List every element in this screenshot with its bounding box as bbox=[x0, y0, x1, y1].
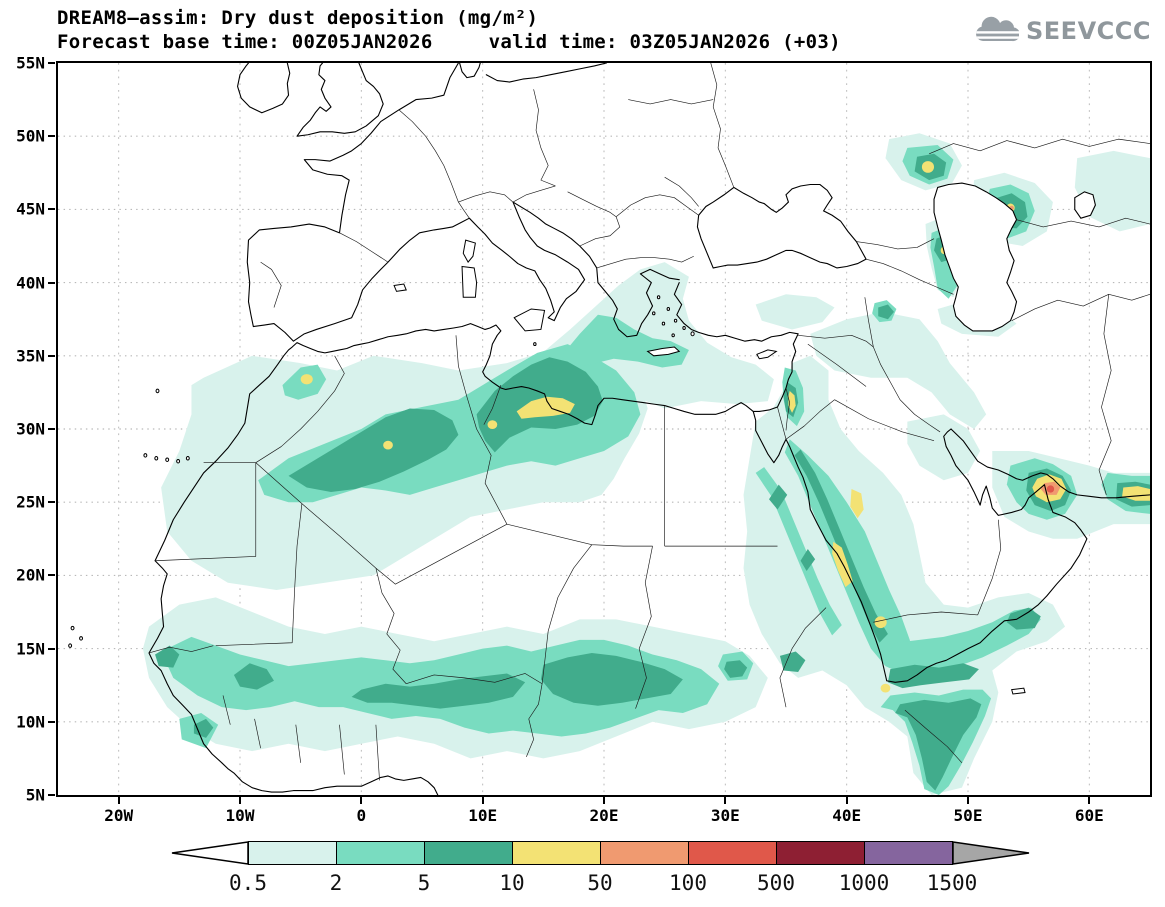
lat-tick-label: 30N bbox=[16, 419, 45, 439]
lon-tick-label: 30E bbox=[710, 806, 740, 825]
lat-tick bbox=[48, 135, 55, 138]
lat-tick-label: 5N bbox=[25, 785, 45, 805]
colorbar-level-label: 10 bbox=[499, 871, 525, 895]
island-layer bbox=[69, 240, 1025, 694]
lon-tick-label: 20W bbox=[104, 806, 134, 825]
lon-tick bbox=[845, 797, 848, 804]
lon-tick bbox=[967, 797, 969, 804]
colorbar-level-label: 50 bbox=[587, 871, 613, 895]
colorbar-level-label: 500 bbox=[757, 871, 795, 895]
colorbar-segment bbox=[600, 841, 689, 865]
colorbar-segment bbox=[688, 841, 777, 865]
colorbar-segment bbox=[248, 841, 337, 865]
lat-tick-label: 45N bbox=[16, 199, 45, 219]
lat-tick-label: 20N bbox=[16, 565, 45, 585]
seevccc-logo: SEEVCCC bbox=[973, 16, 1151, 46]
lat-tick bbox=[48, 720, 55, 723]
colorbar-level-label: 0.5 bbox=[229, 871, 267, 895]
lon-tick bbox=[603, 797, 605, 804]
colorbar-segment bbox=[336, 841, 425, 865]
lat-tick bbox=[48, 354, 55, 357]
cloud-icon bbox=[976, 16, 1019, 42]
lat-tick-label: 40N bbox=[16, 273, 45, 293]
valid-time: valid time: 03Z05JAN2026 (+03) bbox=[488, 31, 841, 53]
lat-tick bbox=[48, 281, 55, 284]
colorbar-segment bbox=[424, 841, 513, 865]
border-layer bbox=[149, 63, 1150, 780]
colorbar-segments bbox=[248, 841, 953, 865]
lat-tick-label: 15N bbox=[16, 639, 45, 659]
sea-mask-layer bbox=[697, 183, 1095, 331]
lon-tick bbox=[360, 797, 363, 804]
colorbar-level-label: 1500 bbox=[926, 871, 978, 895]
forecast-time-line: Forecast base time: 00Z05JAN2026 valid ti… bbox=[57, 31, 841, 53]
colorbar-above-arrow bbox=[953, 841, 1030, 865]
lat-tick bbox=[48, 647, 55, 650]
lat-tick bbox=[48, 62, 55, 64]
lon-tick bbox=[239, 797, 241, 804]
lon-tick bbox=[724, 797, 727, 804]
lat-tick-label: 55N bbox=[16, 53, 45, 73]
colorbar-level-label: 2 bbox=[329, 871, 343, 895]
lat-tick bbox=[48, 208, 55, 211]
lat-tick bbox=[48, 428, 55, 430]
lat-tick-label: 35N bbox=[16, 346, 45, 366]
lat-tick bbox=[48, 574, 55, 577]
colorbar bbox=[168, 841, 1033, 865]
lat-tick-label: 25N bbox=[16, 492, 45, 512]
logo-text: SEEVCCC bbox=[1026, 17, 1151, 45]
lon-tick-label: 0 bbox=[356, 806, 367, 825]
lon-tick bbox=[117, 797, 120, 804]
lon-tick-label: 50E bbox=[953, 806, 983, 825]
forecast-base-time: Forecast base time: 00Z05JAN2026 bbox=[57, 31, 433, 53]
colorbar-below-arrow bbox=[171, 841, 248, 865]
lat-tick bbox=[48, 501, 55, 504]
colorbar-segment bbox=[512, 841, 601, 865]
map-frame bbox=[56, 61, 1152, 797]
colorbar-level-label: 100 bbox=[669, 871, 707, 895]
colorbar-segment bbox=[864, 841, 953, 865]
grid-layer bbox=[58, 63, 1150, 795]
lon-tick-label: 20E bbox=[589, 806, 619, 825]
lon-tick-label: 60E bbox=[1074, 806, 1104, 825]
lon-tick-label: 10W bbox=[225, 806, 255, 825]
lon-tick-label: 40E bbox=[832, 806, 862, 825]
lon-tick-label: 10E bbox=[468, 806, 498, 825]
colorbar-level-label: 1000 bbox=[838, 871, 890, 895]
lat-tick bbox=[48, 794, 55, 796]
coastline-layer bbox=[149, 63, 1150, 795]
lon-tick bbox=[1088, 797, 1091, 804]
lat-tick-label: 10N bbox=[16, 712, 45, 732]
dust-field-layer bbox=[142, 133, 1150, 795]
lon-tick bbox=[481, 797, 484, 804]
lat-tick-label: 50N bbox=[16, 126, 45, 146]
colorbar-labels: 0.5 2 5 10 50 100 500 1000 1500 bbox=[229, 871, 977, 897]
dust-map bbox=[58, 63, 1150, 795]
colorbar-level-label: 5 bbox=[417, 871, 431, 895]
page-title: DREAM8–assim: Dry dust deposition (mg/m²… bbox=[57, 7, 539, 29]
colorbar-segment bbox=[776, 841, 865, 865]
